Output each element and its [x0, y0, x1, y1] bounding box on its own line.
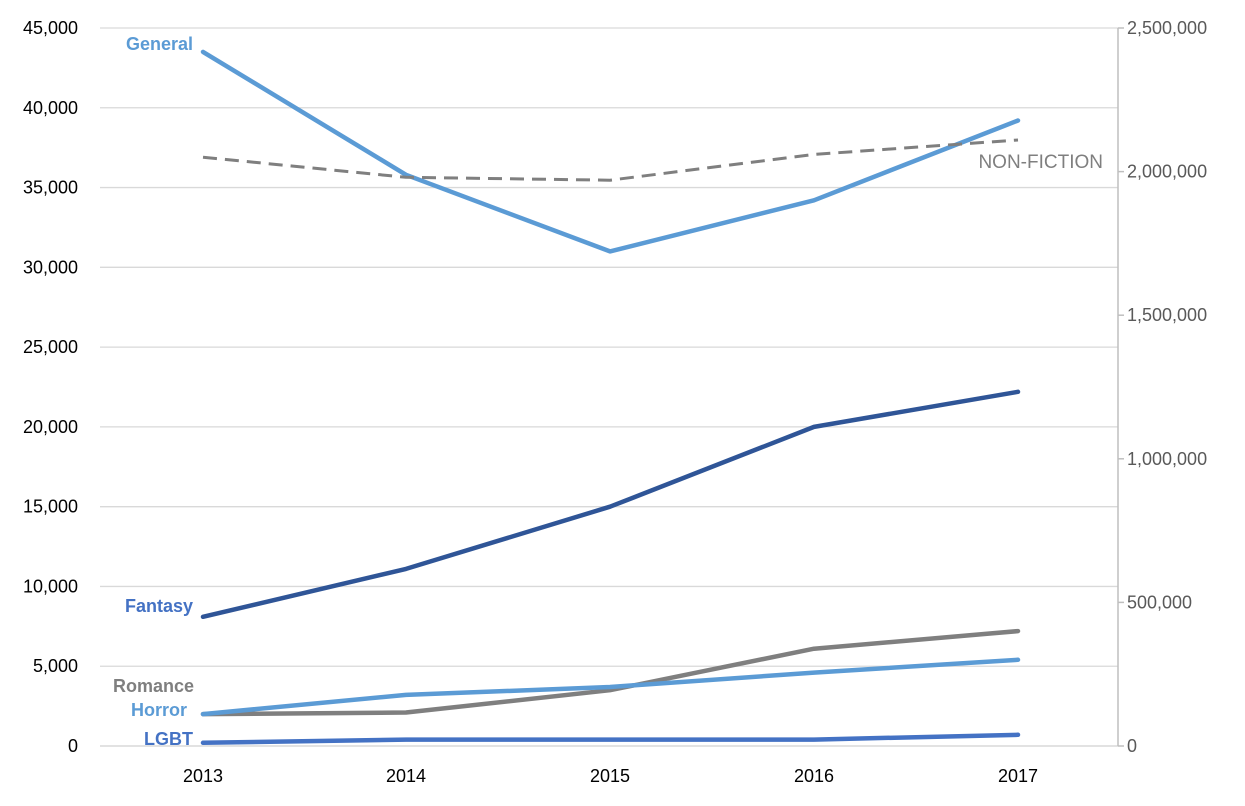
y-right-tick-label: 1,500,000	[1127, 305, 1207, 325]
axes: 0 5,000 10,000 15,000 20,000 25,000 30,000 35,0…	[23, 18, 1207, 786]
series-labels: General Fantasy Romance Horror LGBT NON-FICTI…	[113, 34, 1103, 749]
x-tick-label: 2015	[590, 766, 630, 786]
x-tick-label: 2016	[794, 766, 834, 786]
series-line-horror	[200, 657, 1021, 717]
y-left-tick-label: 45,000	[23, 18, 78, 38]
y-right-tick-label: 0	[1127, 736, 1137, 756]
series-label-non-fiction: NON-FICTION	[978, 152, 1103, 173]
y-left-tick-label: 15,000	[23, 497, 78, 517]
y-left-tick-label: 25,000	[23, 337, 78, 357]
series-label-horror: Horror	[131, 700, 187, 720]
y-right-tick-label: 500,000	[1127, 592, 1192, 612]
series-line-fantasy	[200, 389, 1021, 620]
series-line-lgbt	[200, 732, 1021, 746]
y-right-tick-label: 1,000,000	[1127, 449, 1207, 469]
series-line-general	[200, 49, 1021, 254]
gridlines	[100, 27, 1118, 667]
y-left-tick-label: 30,000	[23, 257, 78, 277]
series-line-non-fiction	[202, 138, 1019, 182]
series-label-general: General	[126, 34, 193, 54]
y-left-tick-label: 35,000	[23, 178, 78, 198]
y-right-tick-label: 2,500,000	[1127, 18, 1207, 38]
y-left-tick-label: 5,000	[33, 656, 78, 676]
y-left-tick-label: 10,000	[23, 576, 78, 596]
series-label-fantasy: Fantasy	[125, 596, 193, 616]
x-tick-label: 2017	[998, 766, 1038, 786]
y-left-tick-label: 20,000	[23, 417, 78, 437]
series-line-romance	[200, 628, 1021, 717]
series-lines	[200, 49, 1021, 746]
x-tick-label: 2013	[183, 766, 223, 786]
series-label-lgbt: LGBT	[144, 729, 193, 749]
x-tick-label: 2014	[386, 766, 426, 786]
series-label-romance: Romance	[113, 676, 194, 696]
y-left-tick-label: 0	[68, 736, 78, 756]
y-right-tick-label: 2,000,000	[1127, 162, 1207, 182]
y-left-tick-label: 40,000	[23, 98, 78, 118]
